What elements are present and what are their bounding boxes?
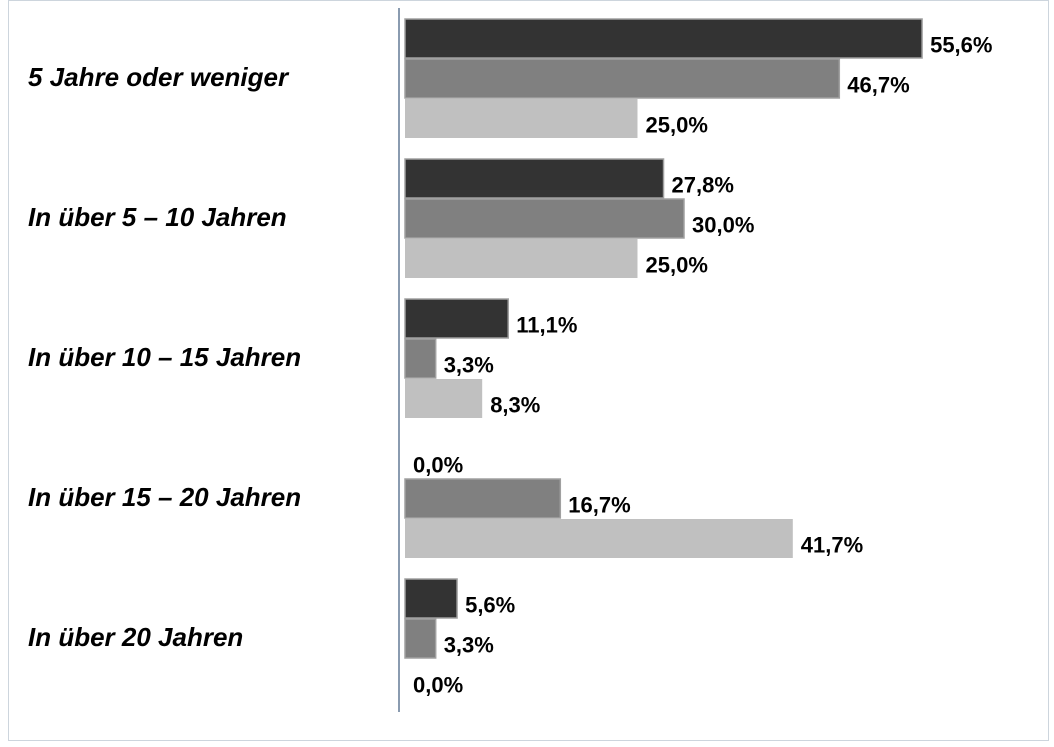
value-label: 8,3% [490,392,540,417]
category-label: 5 Jahre oder weniger [28,62,290,92]
bar [405,379,483,418]
value-label: 0,0% [413,452,463,477]
value-label: 5,6% [465,592,515,617]
value-label: 3,3% [444,352,494,377]
bar [404,578,458,619]
value-label: 46,7% [847,72,909,97]
bar [404,18,923,59]
value-label: 27,8% [672,172,734,197]
bar [404,478,562,519]
value-label: 55,6% [930,32,992,57]
value-label: 16,7% [568,492,630,517]
value-label: 3,3% [444,632,494,657]
value-label: 30,0% [692,212,754,237]
category-label: In über 20 Jahren [28,622,243,652]
bar [404,198,685,239]
bar [405,519,793,558]
value-label: 11,1% [516,312,577,337]
value-label: 25,0% [646,112,708,137]
bar [404,298,509,339]
value-label: 41,7% [801,532,863,557]
category-label: In über 10 – 15 Jahren [28,342,301,372]
frame [8,0,1049,741]
value-label: 0,0% [413,672,463,697]
category-label: In über 15 – 20 Jahren [28,482,301,512]
bar [404,158,665,199]
bar [404,58,841,99]
bar [405,239,638,278]
bar [405,99,638,138]
bar [404,338,437,379]
bar [404,618,437,659]
category-label: In über 5 – 10 Jahren [28,202,287,232]
value-label: 25,0% [646,252,708,277]
